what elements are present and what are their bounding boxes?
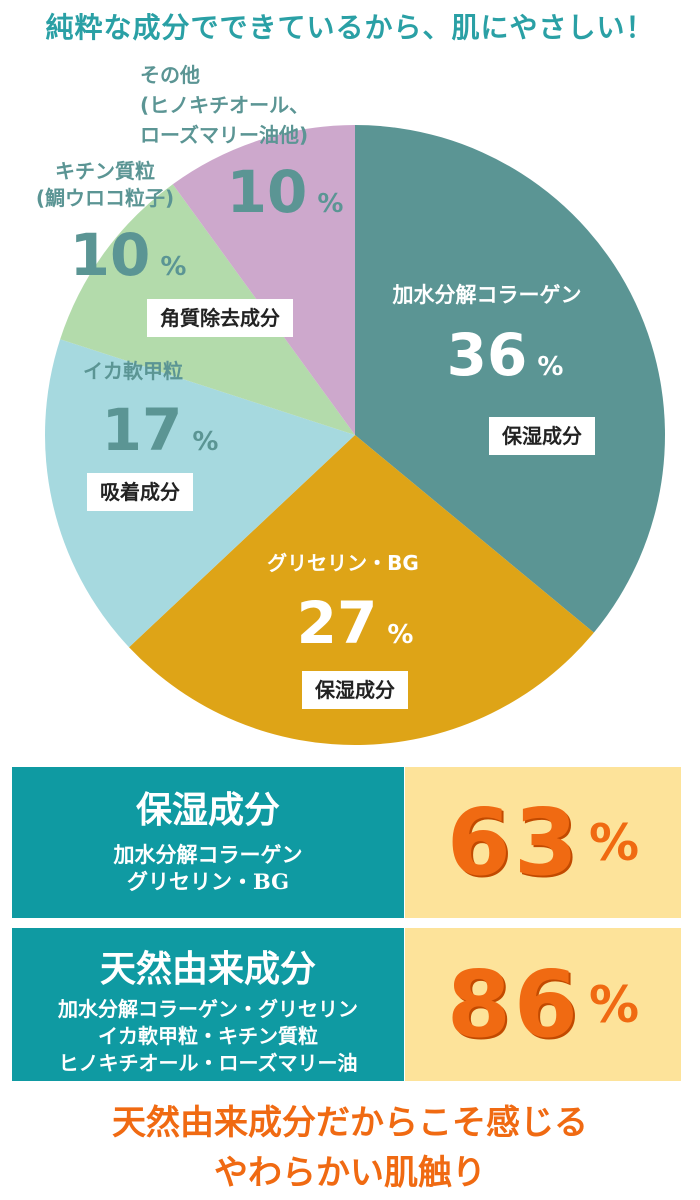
- slice-tag-box: [489, 417, 595, 455]
- slice-unit: %: [160, 252, 186, 282]
- slice-value: 27: [297, 589, 378, 657]
- pie-slice: [172, 125, 355, 435]
- slice-unit: %: [537, 352, 563, 382]
- slice-value: 17: [102, 396, 183, 464]
- slice-tag: 保湿成分: [314, 678, 395, 702]
- natural-unit: %: [588, 975, 640, 1034]
- slice-label: (ヒノキチオール、: [140, 93, 309, 117]
- slice-tag-box: [147, 299, 293, 337]
- slice-tag-box: [302, 671, 408, 709]
- slice-percent: 17%: [102, 396, 219, 464]
- natural-line: イカ軟甲粒・キチン質粒: [98, 1024, 318, 1048]
- pie-slice: [129, 435, 594, 746]
- slice-label: ローズマリー油他): [140, 123, 308, 147]
- slice-unit: %: [192, 427, 218, 457]
- moisturizing-line: グリセリン・BG: [126, 869, 290, 894]
- slice-label: 加水分解コラーゲン: [392, 283, 582, 307]
- natural-box: 天然由来成分 加水分解コラーゲン・グリセリン イカ軟甲粒・キチン質粒 ヒノキチオ…: [12, 928, 404, 1081]
- natural-value: 86: [446, 951, 581, 1058]
- natural-title: 天然由来成分: [99, 949, 316, 990]
- slice-label: (鯛ウロコ粒子): [36, 186, 174, 210]
- footer-line-2: やわらかい肌触り: [214, 1153, 486, 1193]
- moisturizing-percent: 63%: [405, 767, 681, 918]
- slice-percent: 36%: [447, 321, 564, 389]
- slice-value: 10: [227, 158, 308, 226]
- slice-percent: 10%: [227, 158, 344, 226]
- slice-label: イカ軟甲粒: [83, 359, 183, 383]
- natural-line: 加水分解コラーゲン・グリセリン: [58, 997, 358, 1021]
- moisturizing-title: 保湿成分: [135, 790, 280, 831]
- slice-unit: %: [317, 189, 343, 219]
- slice-value: 36: [447, 321, 528, 389]
- slice-tag: 吸着成分: [100, 480, 180, 504]
- slice-tag-box: [87, 473, 193, 511]
- moisturizing-box: 保湿成分 加水分解コラーゲン グリセリン・BG: [12, 767, 404, 918]
- pie-slice: [45, 339, 356, 648]
- natural-percent: 86%: [405, 928, 681, 1081]
- moisturizing-value: 63: [446, 789, 581, 896]
- moisturizing-unit: %: [588, 813, 640, 872]
- slice-tag: 保湿成分: [501, 424, 582, 448]
- slice-label: キチン質粒: [55, 159, 155, 183]
- slice-tag: 角質除去成分: [160, 306, 280, 330]
- slice-value: 10: [70, 221, 151, 289]
- natural-line: ヒノキチオール・ローズマリー油: [58, 1051, 358, 1075]
- slice-unit: %: [387, 620, 413, 650]
- footer-line-1: 天然由来成分だからこそ感じる: [112, 1103, 588, 1143]
- slice-label: グリセリン・BG: [267, 551, 419, 575]
- headline: 純粋な成分でできているから、肌にやさしい！: [45, 11, 655, 44]
- slice-percent: 10%: [70, 221, 187, 289]
- slice-label: その他: [140, 63, 200, 87]
- pie-slice: [355, 125, 666, 633]
- slice-percent: 27%: [297, 589, 414, 657]
- moisturizing-line: 加水分解コラーゲン: [113, 842, 303, 867]
